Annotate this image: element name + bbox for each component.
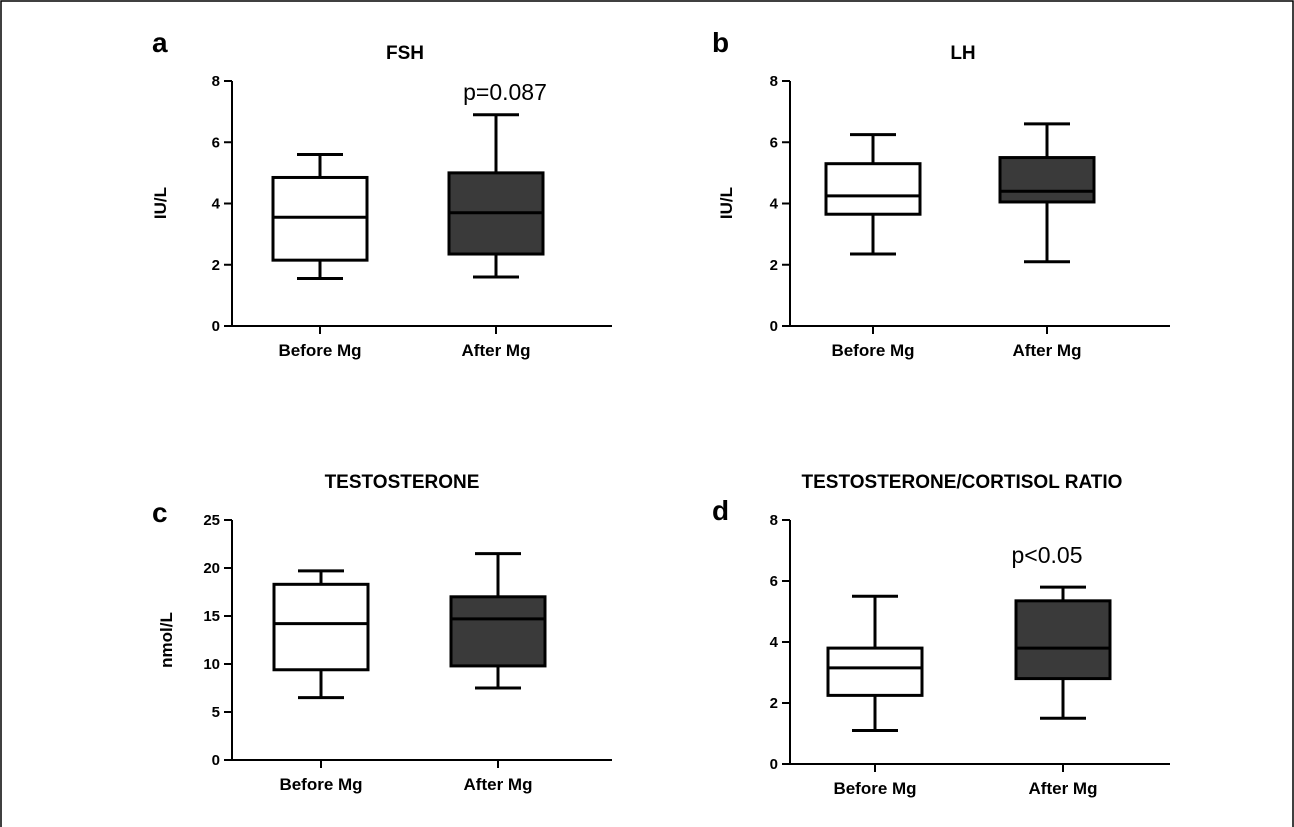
y-tick-label: 10 <box>203 656 220 673</box>
y-tick-label: 6 <box>212 134 220 151</box>
p-value-annotation: p<0.05 <box>1012 542 1083 568</box>
panel-c: c TESTOSTERONE nmol/L 0 5 10 15 20 25 Before Mg Af… <box>152 472 612 794</box>
y-tick-label: 4 <box>770 634 779 651</box>
panel-title: FSH <box>386 43 424 64</box>
box-plot-after <box>449 552 547 690</box>
y-tick-label: 6 <box>770 573 778 590</box>
panel-title: LH <box>950 43 975 64</box>
panel-title: TESTOSTERONE/CORTISOL RATIO <box>802 472 1123 493</box>
x-tick-label: Before Mg <box>831 341 914 360</box>
y-tick-label: 5 <box>212 704 220 721</box>
x-tick-label: After Mg <box>464 775 533 794</box>
y-tick-label: 6 <box>770 134 778 151</box>
y-tick-label: 2 <box>770 695 778 712</box>
box-plot-before <box>826 594 924 732</box>
y-tick-label: 0 <box>770 756 778 773</box>
x-tick-label: After Mg <box>1029 779 1098 798</box>
interquartile-box <box>826 646 924 697</box>
y-tick-label: 25 <box>203 512 220 529</box>
y-axis-label: nmol/L <box>157 612 176 668</box>
x-tick-label: Before Mg <box>833 779 916 798</box>
y-tick-label: 8 <box>770 512 778 529</box>
x-tick-label: Before Mg <box>278 341 361 360</box>
y-tick-label: 8 <box>212 73 220 90</box>
y-tick-label: 8 <box>770 73 778 90</box>
panel-b: b LH IU/L 0 2 4 6 8 Before Mg After Mg <box>712 27 1170 360</box>
interquartile-box <box>998 156 1096 204</box>
box-plot-before <box>271 153 369 281</box>
interquartile-box <box>271 175 369 262</box>
interquartile-box <box>449 595 547 668</box>
interquartile-box <box>824 162 922 216</box>
box-plot-after <box>447 113 545 279</box>
panel-letter: d <box>712 495 729 526</box>
y-tick-label: 20 <box>203 560 220 577</box>
y-tick-label: 2 <box>212 257 220 274</box>
panel-letter: b <box>712 27 729 58</box>
y-tick-label: 4 <box>212 196 221 213</box>
y-axis-label: IU/L <box>717 187 736 219</box>
y-tick-label: 0 <box>770 318 778 335</box>
box-plot-after <box>998 122 1096 264</box>
y-tick-label: 15 <box>203 608 220 625</box>
panel-title: TESTOSTERONE <box>325 472 480 493</box>
box-plot-before <box>272 569 370 700</box>
x-tick-label: After Mg <box>1013 341 1082 360</box>
y-tick-label: 0 <box>212 318 220 335</box>
x-tick-label: Before Mg <box>279 775 362 794</box>
box-plot-before <box>824 133 922 256</box>
y-tick-label: 2 <box>770 257 778 274</box>
panel-d: d TESTOSTERONE/CORTISOL RATIO 0 2 4 6 8 Before … <box>712 472 1170 798</box>
y-tick-label: 0 <box>212 752 220 769</box>
p-value-annotation: p=0.087 <box>463 79 547 105</box>
box-plot-after <box>1014 585 1112 720</box>
y-tick-label: 4 <box>770 196 779 213</box>
y-axis-label: IU/L <box>151 187 170 219</box>
panel-letter: c <box>152 497 168 528</box>
panel-letter: a <box>152 27 168 58</box>
panel-a: a FSH IU/L 0 2 4 6 8 Before Mg After Mg p=0.087 <box>151 27 612 360</box>
x-tick-label: After Mg <box>462 341 531 360</box>
interquartile-box <box>272 582 370 672</box>
interquartile-box <box>1014 599 1112 681</box>
